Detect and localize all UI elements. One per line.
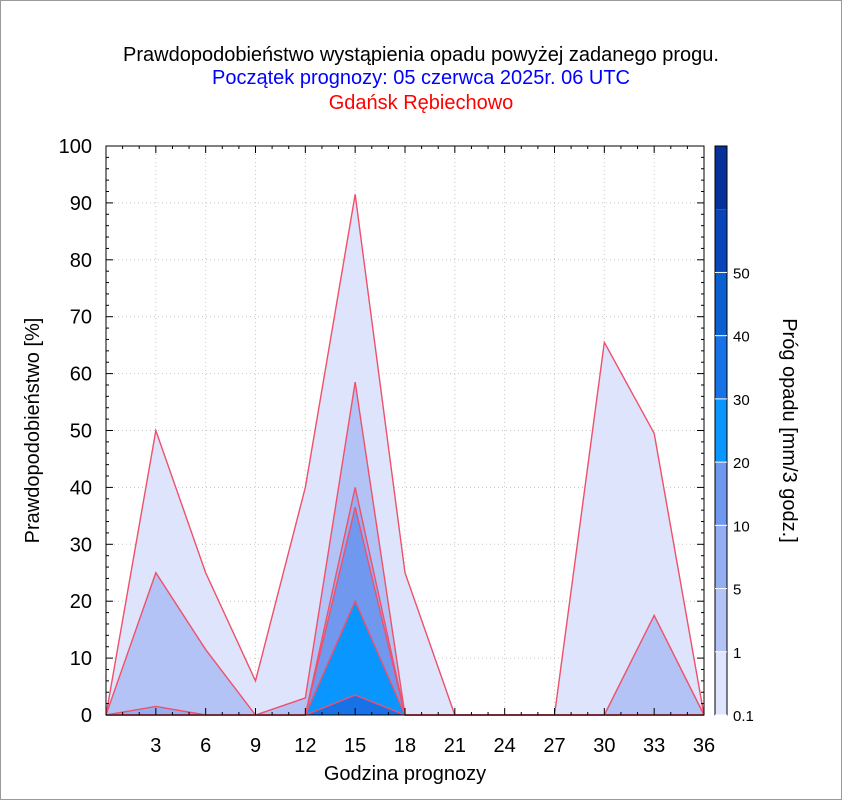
x-tick-label: 27 — [543, 735, 565, 757]
x-axis-label: Godzina prognozy — [324, 763, 486, 785]
x-tick-label: 33 — [643, 735, 665, 757]
x-tick-label: 15 — [344, 735, 366, 757]
colorbar-tick-label: 10 — [733, 518, 750, 535]
colorbar-segment — [715, 335, 727, 399]
y-tick-label: 100 — [59, 136, 92, 158]
y-tick-label: 90 — [70, 193, 92, 215]
y-tick-label: 40 — [70, 477, 92, 499]
y-axis-label: Prawdopodobieństwo [%] — [22, 318, 44, 544]
x-tick-label: 36 — [693, 735, 715, 757]
colorbar-tick-label: 30 — [733, 392, 750, 409]
colorbar-segment — [715, 588, 727, 652]
x-tick-label: 12 — [294, 735, 316, 757]
line-threshold-0.1 — [105, 194, 705, 716]
x-tick-label: 6 — [200, 735, 211, 757]
colorbar-tick-label: 0.1 — [733, 708, 754, 725]
x-tick-label: 3 — [150, 735, 161, 757]
y-tick-label: 80 — [70, 250, 92, 272]
colorbar-segment — [715, 525, 727, 589]
x-tick-label: 18 — [394, 735, 416, 757]
colorbar-segment — [715, 398, 727, 463]
y-tick-label: 60 — [70, 364, 92, 386]
colorbar-segment — [715, 462, 727, 526]
colorbar-segment — [715, 272, 727, 336]
colorbar-tick-label: 5 — [733, 582, 741, 599]
colorbar-label: Próg opadu [mm/3 godz.] — [778, 318, 800, 543]
colorbar-segment — [715, 651, 727, 715]
chart-subtitle: Początek prognozy: 05 czerwca 2025r. 06 … — [212, 67, 630, 89]
y-tick-label: 70 — [70, 307, 92, 329]
y-tick-label: 30 — [70, 534, 92, 556]
x-tick-label: 21 — [444, 735, 466, 757]
x-tick-label: 9 — [250, 735, 261, 757]
colorbar-tick-label: 40 — [733, 329, 750, 346]
area-threshold-1 — [106, 382, 704, 715]
colorbar-segment — [715, 146, 727, 210]
colorbar-segment — [715, 209, 727, 273]
y-tick-label: 50 — [70, 421, 92, 443]
x-tick-label: 24 — [494, 735, 516, 757]
y-tick-label: 20 — [70, 591, 92, 613]
chart-location: Gdańsk Rębiechowo — [328, 92, 514, 114]
y-tick-label: 0 — [81, 705, 92, 727]
colorbar-tick-label: 50 — [733, 265, 750, 282]
colorbar-tick-label: 20 — [733, 455, 750, 472]
colorbar-tick-label: 1 — [733, 645, 741, 662]
x-tick-label: 30 — [593, 735, 615, 757]
chart-title: Prawdopodobieństwo wystąpienia opadu pow… — [123, 44, 719, 66]
y-tick-label: 10 — [70, 648, 92, 670]
